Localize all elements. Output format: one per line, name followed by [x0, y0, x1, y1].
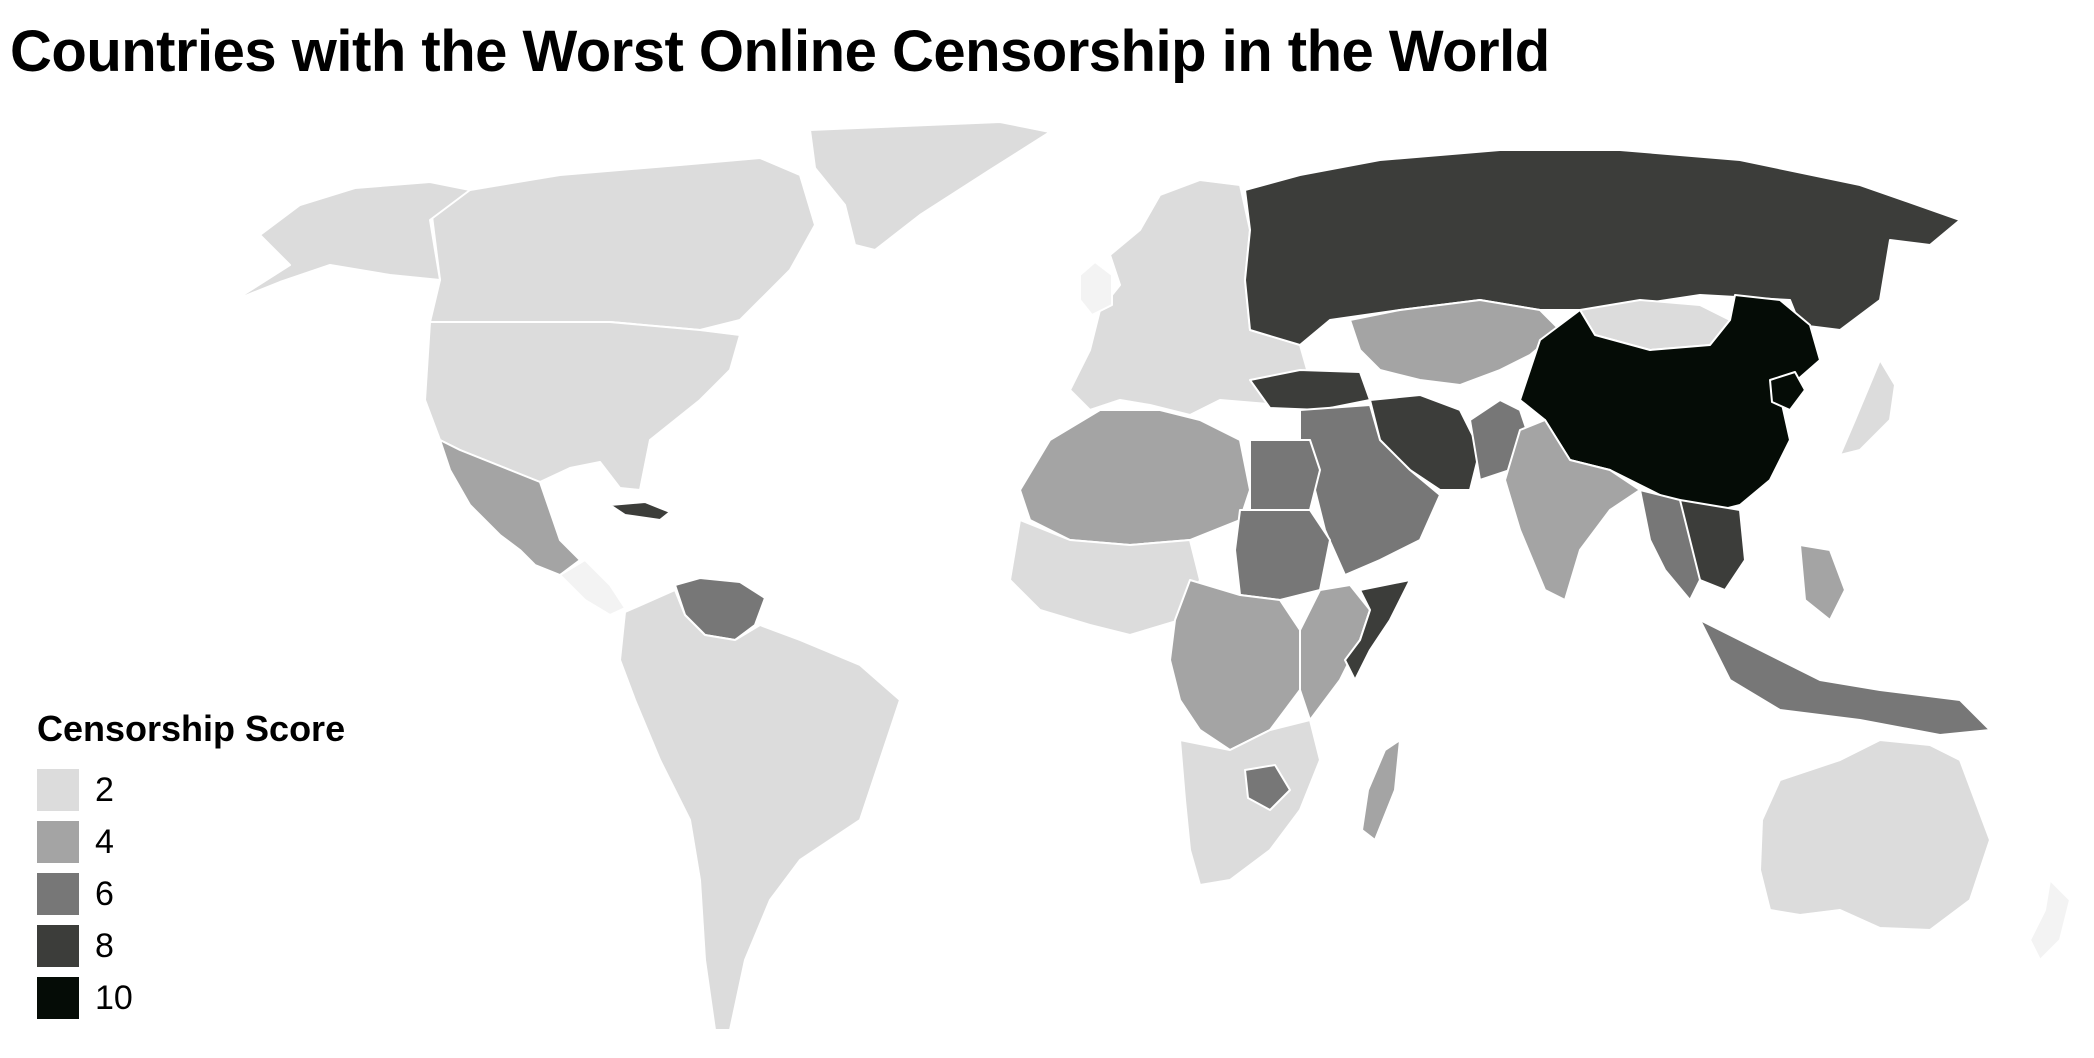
region-zimbabwe[interactable] — [1244, 764, 1291, 811]
region-east-africa[interactable] — [1299, 584, 1371, 721]
map-title: Countries with the Worst Online Censorsh… — [10, 19, 1550, 84]
legend-title: Censorship Score — [37, 708, 346, 749]
region-uk[interactable] — [1079, 261, 1113, 316]
legend-swatch — [37, 821, 79, 863]
legend-item-6: 6 — [37, 868, 345, 920]
region-central-africa[interactable] — [1169, 579, 1301, 751]
region-egypt[interactable] — [1249, 439, 1321, 511]
region-north-africa[interactable] — [1019, 409, 1251, 546]
region-japan[interactable] — [1839, 359, 1896, 456]
legend-swatch — [37, 925, 79, 967]
region-canada[interactable] — [429, 157, 816, 331]
legend-swatch — [37, 873, 79, 915]
legend-item-4: 4 — [37, 816, 345, 868]
region-madagascar[interactable] — [1361, 739, 1401, 841]
region-new-zealand[interactable] — [2029, 879, 2071, 961]
region-sudan[interactable] — [1234, 509, 1331, 601]
region-turkey[interactable] — [1249, 369, 1371, 411]
legend-label: 10 — [95, 978, 133, 1017]
region-central-asia[interactable] — [1349, 299, 1561, 386]
region-australia[interactable] — [1759, 739, 1991, 931]
legend-label: 8 — [95, 926, 114, 965]
region-indonesia[interactable] — [1699, 619, 1991, 736]
legend-label: 2 — [95, 770, 114, 809]
region-philippines[interactable] — [1799, 544, 1846, 621]
legend: Censorship Score 2 4 6 8 10 — [37, 708, 345, 1024]
legend-label: 6 — [95, 874, 114, 913]
legend-swatch — [37, 977, 79, 1019]
region-cuba[interactable] — [609, 501, 671, 521]
region-india[interactable] — [1504, 419, 1641, 601]
legend-item-10: 10 — [37, 972, 345, 1024]
region-southern-africa[interactable] — [1179, 719, 1321, 886]
legend-item-8: 8 — [37, 920, 345, 972]
region-central-america[interactable] — [559, 559, 626, 616]
legend-label: 4 — [95, 822, 114, 861]
legend-item-2: 2 — [37, 764, 345, 816]
region-north-korea[interactable] — [1769, 371, 1806, 411]
region-greenland[interactable] — [809, 121, 1051, 251]
region-south-america[interactable] — [619, 589, 901, 1031]
region-southeast-asia[interactable] — [1639, 489, 1701, 601]
region-alaska[interactable] — [234, 181, 471, 301]
region-somalia[interactable] — [1344, 579, 1411, 681]
legend-swatch — [37, 769, 79, 811]
